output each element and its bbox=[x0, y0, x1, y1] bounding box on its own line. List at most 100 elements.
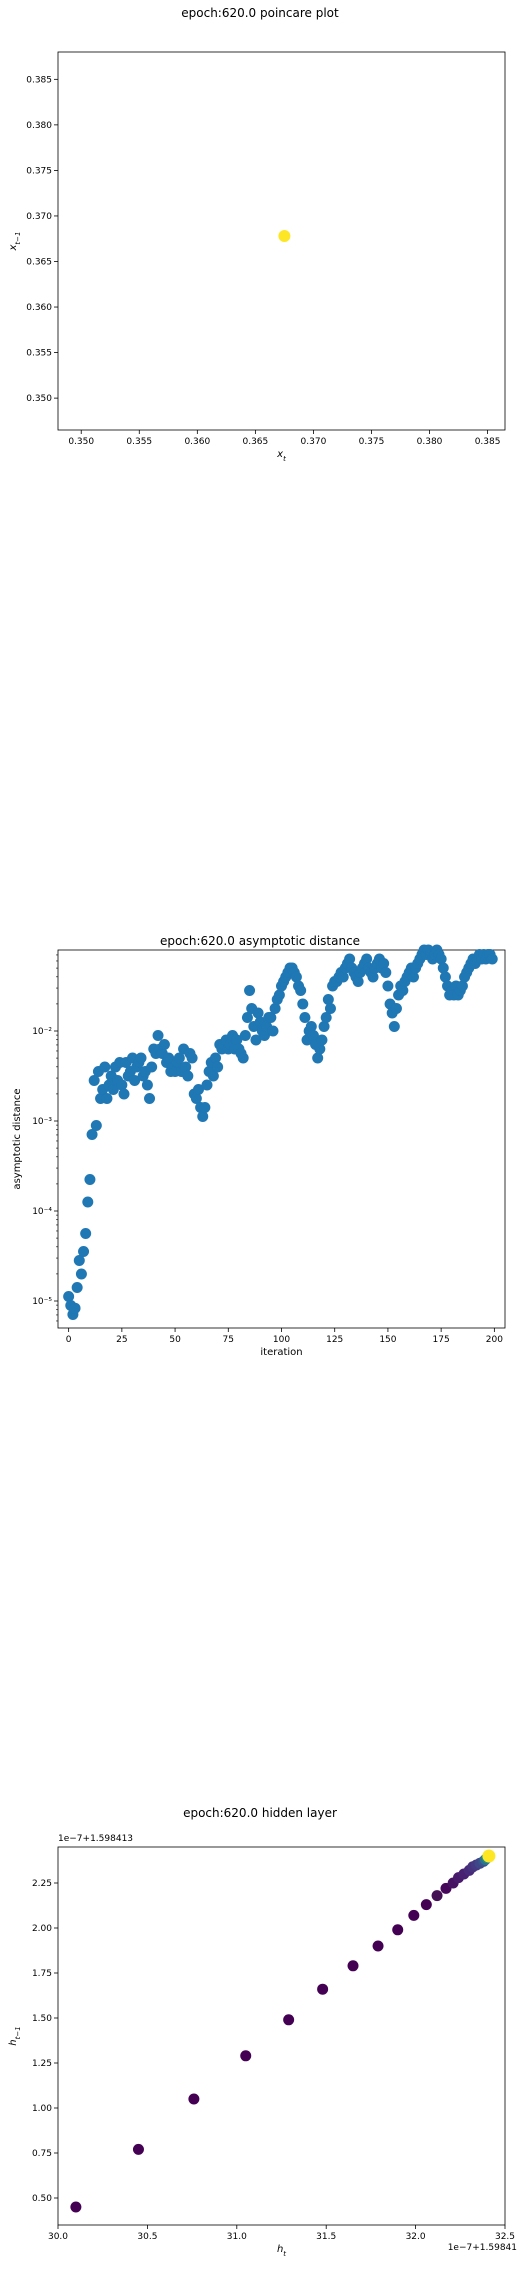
data-point bbox=[70, 2201, 82, 2213]
data-point bbox=[101, 1093, 113, 1104]
y-tick-label: 1.25 bbox=[32, 2059, 52, 2069]
data-point bbox=[86, 1129, 98, 1140]
x-tick-label: 125 bbox=[326, 1335, 343, 1345]
data-point bbox=[241, 1012, 253, 1023]
y-tick-label: 10⁻³ bbox=[32, 1117, 52, 1127]
data-point bbox=[305, 1021, 317, 1032]
data-point bbox=[188, 2093, 200, 2105]
data-point bbox=[231, 1034, 243, 1046]
x-tick-label: 25 bbox=[116, 1335, 127, 1345]
plot-frame bbox=[57, 949, 506, 1329]
y-offset-label: 1e−7+1.598413 bbox=[58, 1834, 133, 1844]
x-tick-label: 0.355 bbox=[126, 437, 152, 447]
data-point bbox=[135, 1052, 147, 1064]
data-point bbox=[390, 1003, 402, 1014]
data-point bbox=[90, 1120, 102, 1131]
y-axis-label: asymptotic distance bbox=[12, 1088, 23, 1189]
x-tick-label: 75 bbox=[223, 1335, 234, 1345]
data-point bbox=[320, 1012, 332, 1023]
y-tick-label: 0.375 bbox=[26, 166, 52, 176]
data-point bbox=[295, 985, 307, 996]
data-point bbox=[63, 1291, 75, 1302]
data-point bbox=[322, 994, 334, 1005]
data-point bbox=[237, 1052, 249, 1064]
x-tick-label: 0.385 bbox=[475, 437, 501, 447]
data-point bbox=[118, 1088, 130, 1100]
data-point bbox=[197, 1111, 209, 1122]
data-point bbox=[88, 1075, 100, 1086]
data-point bbox=[144, 1093, 156, 1104]
data-point bbox=[314, 1043, 326, 1055]
y-tick-label: 0.50 bbox=[32, 2194, 52, 2204]
y-tick-label: 0.370 bbox=[26, 212, 52, 222]
x-tick-label: 0.365 bbox=[242, 437, 268, 447]
data-point bbox=[439, 971, 451, 983]
data-point bbox=[372, 1940, 384, 1952]
data-point bbox=[78, 1246, 90, 1257]
data-point bbox=[116, 1079, 128, 1091]
data-point bbox=[239, 1030, 251, 1041]
y-tick-label: 2.00 bbox=[32, 1924, 52, 1934]
data-point bbox=[199, 1102, 211, 1113]
data-point bbox=[367, 971, 379, 983]
x-tick-label: 100 bbox=[273, 1335, 290, 1345]
data-point bbox=[307, 1030, 319, 1041]
data-point bbox=[265, 1012, 277, 1023]
data-point bbox=[99, 1061, 111, 1073]
x-tick-label: 175 bbox=[433, 1335, 450, 1345]
data-point bbox=[388, 1021, 400, 1032]
data-point bbox=[347, 1960, 359, 1972]
data-point bbox=[75, 1268, 87, 1280]
data-point bbox=[337, 971, 349, 983]
data-point bbox=[163, 1052, 175, 1064]
asymptotic-chart: 0 25 50 75 100 125 150 175 200 10⁻⁵ 10⁻⁴ 10⁻³ 10⁻² it… bbox=[12, 944, 506, 1358]
y-tick-label: 0.75 bbox=[32, 2149, 52, 2159]
y-axis-label: ht−1 bbox=[8, 2026, 22, 2045]
data-point bbox=[407, 971, 419, 983]
data-point bbox=[201, 1079, 213, 1091]
x-tick-label: 31.5 bbox=[316, 2232, 336, 2242]
data-point bbox=[278, 229, 291, 242]
poincare-title: epoch:620.0 poincare plot bbox=[181, 6, 339, 20]
data-point bbox=[152, 1030, 164, 1041]
data-point bbox=[482, 1849, 496, 1863]
data-point bbox=[318, 1021, 330, 1032]
data-point bbox=[190, 1093, 202, 1104]
x-tick-label: 32.5 bbox=[495, 2232, 515, 2242]
data-point bbox=[158, 1039, 170, 1050]
y-axis-label: xt−1 bbox=[8, 232, 22, 252]
x-tick-label: 32.0 bbox=[406, 2232, 426, 2242]
data-point bbox=[431, 1890, 443, 1902]
asymptotic-title: epoch:620.0 asymptotic distance bbox=[159, 934, 361, 948]
data-point bbox=[258, 1030, 270, 1041]
plot-frame bbox=[57, 51, 506, 431]
x-tick-label: 0.375 bbox=[359, 437, 385, 447]
data-point bbox=[408, 1909, 420, 1921]
data-point bbox=[382, 980, 394, 992]
data-point bbox=[71, 1282, 83, 1293]
data-point bbox=[269, 1003, 281, 1014]
data-point bbox=[141, 1079, 153, 1091]
hidden-layer-chart: 30.0 30.5 31.0 31.5 32.0 32.5 0.50 0.75 1.00 1.25… bbox=[8, 1834, 517, 2258]
data-point bbox=[283, 2014, 295, 2026]
data-point bbox=[84, 1174, 96, 1185]
data-point bbox=[352, 976, 364, 987]
data-point bbox=[173, 1052, 185, 1064]
hidden-layer-title: epoch:620.0 hidden layer bbox=[183, 1806, 337, 1820]
x-tick-label: 31.0 bbox=[227, 2232, 247, 2242]
data-point bbox=[397, 985, 409, 996]
x-axis-label: iteration bbox=[260, 1347, 302, 1358]
data-point bbox=[316, 1034, 328, 1046]
data-point bbox=[212, 1061, 224, 1073]
x-tick-label: 200 bbox=[486, 1335, 503, 1345]
data-point bbox=[486, 953, 498, 965]
y-tick-label: 10⁻⁴ bbox=[32, 1207, 52, 1217]
data-point bbox=[435, 953, 447, 965]
y-tick-label: 2.25 bbox=[32, 1879, 52, 1889]
data-point bbox=[317, 1983, 329, 1995]
x-tick-label: 0.360 bbox=[184, 437, 210, 447]
data-point bbox=[182, 1070, 194, 1082]
data-point bbox=[107, 1084, 119, 1095]
x-axis-label: xt bbox=[276, 449, 286, 463]
asymptotic-figure: epoch:620.0 asymptotic distance 0 25 50 75 1… bbox=[0, 930, 520, 1390]
